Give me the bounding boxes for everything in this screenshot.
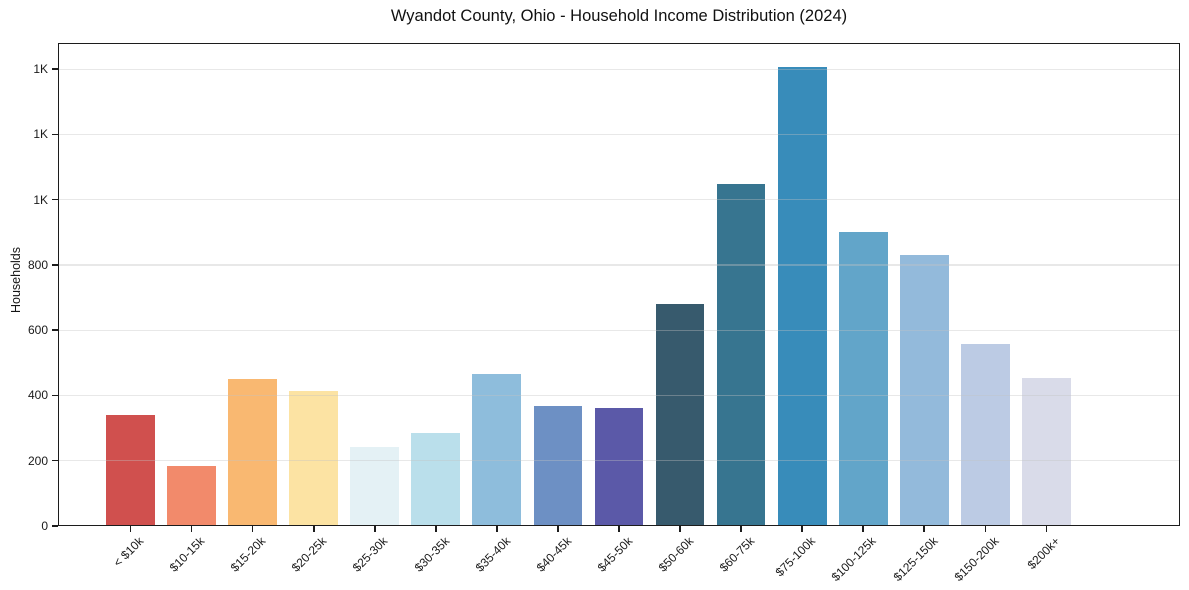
x-tick-mark xyxy=(1045,526,1048,532)
gridline xyxy=(58,329,1180,331)
chart-title: Wyandot County, Ohio - Household Income … xyxy=(390,7,848,25)
y-tick-label: 200 xyxy=(27,453,48,468)
x-tick-label: $25-30k xyxy=(350,534,391,575)
bar xyxy=(411,432,461,526)
x-tick-mark xyxy=(190,526,193,532)
x-tick-label: $150-200k xyxy=(951,534,1002,585)
y-tick-label: 800 xyxy=(27,257,48,272)
bar xyxy=(472,374,522,526)
x-tick-mark xyxy=(679,526,681,532)
x-tick-mark xyxy=(435,526,437,532)
x-tick-label: $125-150k xyxy=(890,534,941,585)
x-tick-mark xyxy=(557,526,559,532)
x-tick-mark xyxy=(984,526,987,532)
x-tick-mark xyxy=(313,526,315,532)
y-tick-label: 1K xyxy=(33,192,48,207)
y-tick-label: 400 xyxy=(27,388,48,403)
gridline xyxy=(58,264,1180,266)
x-tick-label: < $10k xyxy=(110,534,147,570)
plot-area xyxy=(58,43,1180,526)
x-tick-mark xyxy=(618,526,620,532)
x-tick-mark xyxy=(129,526,132,532)
bar xyxy=(594,407,644,526)
bar xyxy=(899,255,949,526)
y-tick-mark xyxy=(51,133,58,136)
y-tick-mark xyxy=(51,329,58,331)
x-tick-label: $75-100k xyxy=(772,534,819,580)
y-tick-mark xyxy=(51,68,58,70)
x-tick-mark xyxy=(251,526,254,532)
bar xyxy=(106,415,156,526)
y-tick-mark xyxy=(51,394,58,397)
x-tick-mark xyxy=(496,526,498,532)
x-tick-label: $35-40k xyxy=(472,534,513,575)
gridline xyxy=(58,68,1180,70)
x-tick-mark xyxy=(862,526,864,532)
bar xyxy=(960,344,1010,526)
y-tick-mark xyxy=(51,525,58,527)
x-tick-label: $60-75k xyxy=(716,534,757,575)
bar xyxy=(350,447,400,526)
y-tick-mark xyxy=(51,198,58,201)
x-tick-mark xyxy=(801,526,803,532)
x-tick-label: $30-35k xyxy=(411,534,452,575)
bar xyxy=(533,405,583,526)
x-tick-label: $40-45k xyxy=(533,534,574,575)
bar xyxy=(777,66,827,526)
bar xyxy=(838,232,888,526)
x-tick-label: $15-20k xyxy=(228,534,269,575)
y-tick-mark xyxy=(51,264,58,266)
bar xyxy=(289,390,339,526)
gridline xyxy=(58,133,1180,135)
x-tick-mark xyxy=(740,526,742,532)
x-tick-mark xyxy=(923,526,925,532)
x-tick-label: $45-50k xyxy=(594,534,635,575)
gridline xyxy=(58,394,1180,397)
x-tick-label: $10-15k xyxy=(167,534,208,575)
x-tick-mark xyxy=(374,526,376,532)
bar xyxy=(167,465,217,526)
x-tick-label: $200k+ xyxy=(1024,534,1063,572)
x-tick-label: $100-125k xyxy=(829,534,880,585)
bar xyxy=(655,304,705,526)
x-tick-label: $50-60k xyxy=(655,534,696,575)
y-tick-label: 0 xyxy=(41,519,48,533)
y-tick-mark xyxy=(51,459,58,462)
y-tick-label: 1K xyxy=(33,127,48,142)
y-tick-label: 1K xyxy=(33,62,48,77)
bar xyxy=(716,183,766,526)
bar xyxy=(1021,377,1071,526)
y-tick-label: 600 xyxy=(27,323,48,338)
bar xyxy=(228,378,278,526)
y-axis-label: Households xyxy=(9,247,23,314)
gridline xyxy=(58,199,1180,201)
x-tick-label: $20-25k xyxy=(289,534,330,575)
